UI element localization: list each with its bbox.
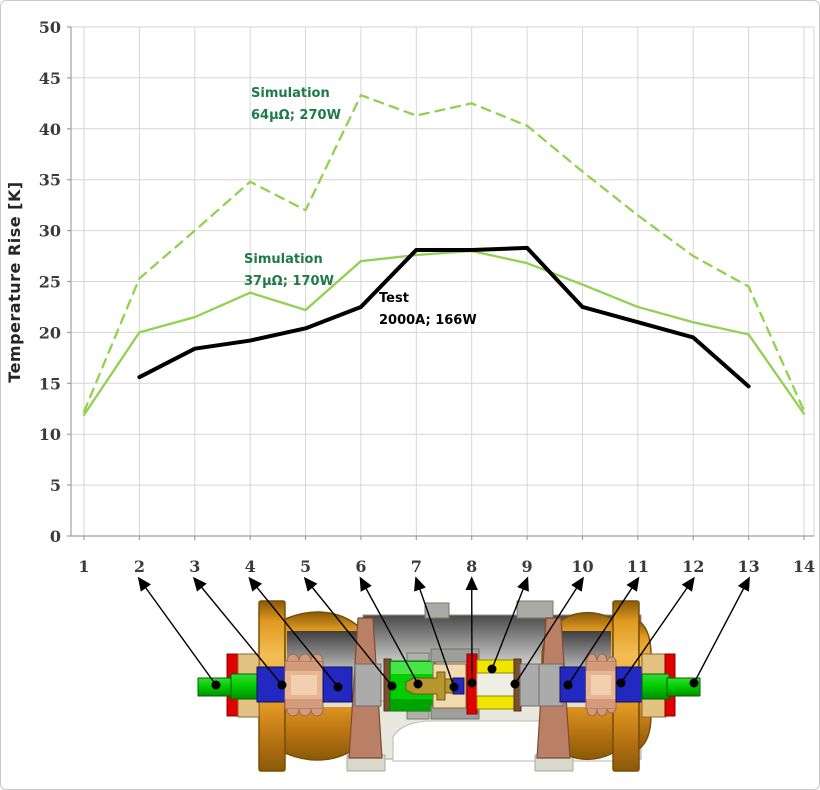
x-tick-label: 4 bbox=[245, 557, 256, 576]
y-tick-label: 45 bbox=[39, 69, 61, 88]
measurement-dot-8 bbox=[467, 678, 477, 688]
y-tick-label: 20 bbox=[39, 323, 61, 342]
series-line-1 bbox=[82, 249, 806, 417]
x-tick-label: 11 bbox=[627, 557, 649, 576]
measurement-dot-3 bbox=[277, 680, 287, 690]
x-tick-label: 5 bbox=[300, 557, 311, 576]
marker-arrow-4 bbox=[248, 576, 339, 688]
x-tick-label: 2 bbox=[134, 557, 145, 576]
bellows-left-waves bbox=[286, 653, 324, 717]
chart: 1 2 3 4 5 6 7 8 9 10 11 12 13 1405101520253035404550T… bbox=[5, 18, 815, 576]
measurement-dot-2 bbox=[211, 680, 221, 690]
marker-arrow-6 bbox=[359, 576, 419, 685]
series-annotation: Test bbox=[379, 291, 409, 306]
top-port bbox=[516, 600, 554, 619]
measurement-dot-12 bbox=[616, 678, 626, 688]
left-terminal-block bbox=[230, 673, 260, 700]
y-axis-title: Temperature Rise [K] bbox=[5, 181, 24, 382]
measurement-dot-7 bbox=[449, 682, 459, 692]
marker-arrow-3 bbox=[192, 576, 283, 686]
x-tick-label: 6 bbox=[355, 557, 366, 576]
y-tick-label: 25 bbox=[39, 273, 61, 292]
measurement-dot-5 bbox=[387, 681, 397, 691]
marker-arrow-11 bbox=[567, 576, 640, 686]
green-contact-top bbox=[391, 662, 434, 674]
x-tick-label: 14 bbox=[793, 557, 815, 576]
measurement-dot-6 bbox=[413, 679, 423, 689]
x-tick-label: 8 bbox=[466, 557, 477, 576]
gray-ring bbox=[354, 663, 382, 707]
marker-arrow-12 bbox=[620, 576, 695, 684]
marker-arrow-2 bbox=[137, 576, 217, 686]
x-tick-label: 1 bbox=[78, 557, 89, 576]
marker-arrow-7 bbox=[414, 576, 455, 688]
ivory-spacer bbox=[476, 672, 516, 697]
arrow-layer bbox=[137, 576, 750, 692]
y-tick-label: 30 bbox=[39, 222, 61, 241]
y-tick-label: 35 bbox=[39, 171, 61, 190]
series-annotation: 64μΩ; 270W bbox=[251, 108, 341, 123]
top-port bbox=[424, 602, 450, 619]
marker-arrow-5 bbox=[303, 576, 393, 687]
green-contact-bottom bbox=[391, 699, 434, 710]
yellow-rod bbox=[476, 695, 516, 710]
bellows-left-center bbox=[291, 675, 317, 695]
x-tick-label: 7 bbox=[411, 557, 422, 576]
measurement-dot-13 bbox=[689, 678, 699, 688]
measurement-dot-10 bbox=[510, 679, 520, 689]
device-diagram bbox=[197, 600, 701, 772]
y-tick-label: 50 bbox=[39, 18, 61, 37]
bellows-right-waves bbox=[586, 653, 617, 717]
x-tick-label: 3 bbox=[189, 557, 200, 576]
marker-arrow-13 bbox=[693, 576, 750, 684]
series-line-2 bbox=[137, 245, 751, 389]
gray-ring bbox=[538, 663, 564, 707]
x-tick-label: 13 bbox=[737, 557, 759, 576]
x-tick-label: 12 bbox=[682, 557, 704, 576]
bellows-right-center bbox=[591, 675, 611, 695]
y-tick-label: 0 bbox=[50, 527, 61, 546]
x-tick-label: 10 bbox=[571, 557, 593, 576]
series-annotation: 37μΩ; 170W bbox=[244, 274, 334, 289]
measurement-dot-9 bbox=[487, 664, 497, 674]
series-annotation: Simulation bbox=[244, 252, 323, 267]
marker-arrow-9 bbox=[491, 576, 529, 670]
measurement-dot-11 bbox=[563, 680, 573, 690]
y-tick-label: 40 bbox=[39, 120, 61, 139]
y-tick-label: 5 bbox=[50, 476, 61, 495]
y-tick-label: 10 bbox=[39, 425, 61, 444]
right-terminal-block bbox=[641, 673, 670, 700]
y-tick-label: 15 bbox=[39, 374, 61, 393]
x-tick-label: 9 bbox=[522, 557, 533, 576]
measurement-dot-4 bbox=[333, 682, 343, 692]
series-annotation: 2000A; 166W bbox=[379, 313, 477, 328]
series-line-0 bbox=[82, 94, 806, 413]
marker-arrow-10 bbox=[514, 576, 584, 685]
series-annotation: Simulation bbox=[251, 86, 330, 101]
